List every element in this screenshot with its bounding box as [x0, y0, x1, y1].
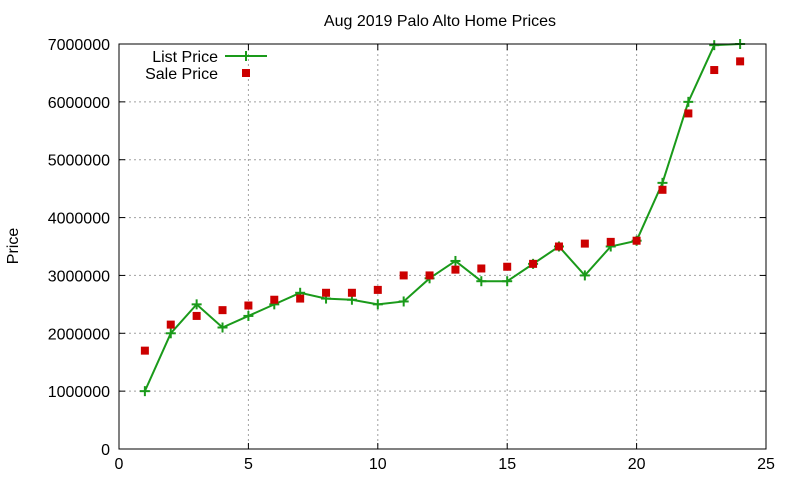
list-price-point: [398, 296, 409, 307]
sale-price-point: [140, 346, 149, 355]
series-1: [140, 57, 745, 355]
sale-price-point: [477, 264, 486, 273]
legend-marker-plus: [241, 51, 251, 61]
sale-price-point: [710, 66, 719, 75]
sale-price-point: [736, 57, 745, 66]
sale-price-point: [166, 320, 175, 329]
sale-price-point: [632, 236, 641, 245]
sale-price-point: [270, 295, 279, 304]
legend-label: List Price: [152, 49, 218, 66]
list-price-point: [709, 40, 720, 51]
list-price-point: [450, 255, 461, 266]
sale-price-point: [451, 265, 460, 274]
y-tick-label: 4000000: [48, 211, 110, 228]
series-layer: [139, 39, 746, 397]
grid: [119, 44, 766, 449]
x-tick-label: 0: [115, 456, 124, 473]
list-price-point: [579, 270, 590, 281]
sale-price-point: [684, 109, 693, 118]
sale-price-point: [192, 311, 201, 320]
list-price-line: [143, 43, 741, 392]
sale-price-point: [296, 294, 305, 303]
y-tick-label: 7000000: [48, 37, 110, 54]
sale-price-point: [554, 242, 563, 251]
x-tick-label: 25: [757, 456, 775, 473]
sale-price-point: [606, 237, 615, 246]
sale-price-point: [425, 271, 434, 280]
y-tick-label: 2000000: [48, 326, 110, 343]
x-tick-label: 20: [628, 456, 646, 473]
list-price-point: [165, 328, 176, 339]
sale-price-point: [658, 185, 667, 194]
sale-price-point: [399, 271, 408, 280]
list-price-point: [139, 386, 150, 397]
tick-labels: 0 5 10 15 20 25 0 1000000 2000000 3000000 4000000 5…: [48, 37, 775, 473]
sale-price-point: [529, 259, 538, 268]
legend-marker-square: [242, 69, 250, 77]
y-tick-label: 5000000: [48, 153, 110, 170]
x-tick-label: 5: [244, 456, 253, 473]
sale-price-point: [218, 306, 227, 315]
list-price-point: [243, 310, 254, 321]
list-price-point: [476, 276, 487, 287]
list-price-point: [372, 299, 383, 310]
sale-price-point: [373, 285, 382, 294]
list-price-point: [502, 276, 513, 287]
plot-frame: [118, 43, 767, 450]
y-tick-label: 6000000: [48, 95, 110, 112]
y-tick-label: 1000000: [48, 384, 110, 401]
x-tick-label: 15: [498, 456, 516, 473]
legend-label: Sale Price: [145, 66, 218, 83]
x-tick-label: 10: [369, 456, 387, 473]
list-price-point: [191, 299, 202, 310]
y-axis-label: Price: [5, 228, 22, 265]
list-price-point: [683, 96, 694, 107]
sale-price-point: [322, 288, 331, 297]
chart-title: Aug 2019 Palo Alto Home Prices: [324, 13, 556, 30]
list-price-point: [217, 322, 228, 333]
sale-price-point: [503, 262, 512, 271]
sale-price-point: [580, 239, 589, 248]
y-tick-label: 3000000: [48, 268, 110, 285]
sale-price-point: [347, 288, 356, 297]
y-tick-label: 0: [101, 442, 110, 459]
ticks: [118, 43, 767, 450]
sale-price-point: [244, 301, 253, 310]
